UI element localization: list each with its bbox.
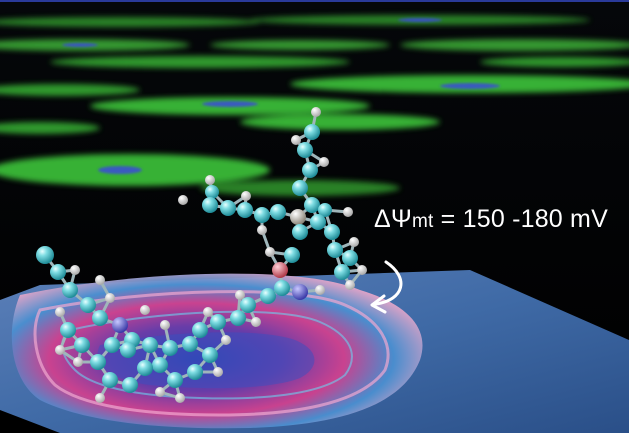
carbon-atom bbox=[50, 264, 66, 280]
carbon-atom bbox=[274, 280, 290, 296]
hydrogen-atom bbox=[178, 195, 188, 205]
hydrogen-atom bbox=[235, 290, 245, 300]
carbon-atom bbox=[167, 372, 183, 388]
carbon-atom bbox=[152, 357, 168, 373]
mt-subscript: mt bbox=[412, 211, 434, 232]
carbon-atom bbox=[137, 360, 153, 376]
carbon-atom bbox=[292, 180, 308, 196]
carbon-atom bbox=[304, 124, 320, 140]
hydrogen-atom bbox=[70, 265, 80, 275]
hydrogen-atom bbox=[343, 207, 353, 217]
phosphorus-atom bbox=[290, 209, 306, 225]
carbon-atom bbox=[318, 203, 332, 217]
hydrogen-atom bbox=[203, 307, 213, 317]
carbon-atom bbox=[182, 336, 198, 352]
delta-psi-symbol: ΔΨ bbox=[374, 205, 412, 233]
hydrogen-atom bbox=[241, 191, 251, 201]
carbon-atom bbox=[120, 342, 136, 358]
carbon-atom bbox=[334, 264, 350, 280]
hydrogen-atom bbox=[160, 320, 170, 330]
carbon-atom bbox=[230, 310, 246, 326]
oxygen-atom bbox=[272, 262, 288, 278]
hydrogen-atom bbox=[205, 175, 215, 185]
carbon-atom bbox=[202, 197, 218, 213]
carbon-atom bbox=[74, 337, 90, 353]
hydrogen-atom bbox=[175, 393, 185, 403]
hydrogen-atom bbox=[319, 157, 329, 167]
curved-arrow-icon bbox=[370, 260, 403, 314]
carbon-atom bbox=[102, 372, 118, 388]
hydrogen-atom bbox=[105, 293, 115, 303]
hydrogen-atom bbox=[349, 237, 359, 247]
carbon-atom bbox=[205, 185, 219, 199]
carbon-atom bbox=[162, 340, 178, 356]
membrane-potential-label: ΔΨmt = 150 -180 mV bbox=[374, 204, 608, 237]
carbon-atom bbox=[237, 202, 253, 218]
hydrogen-atom bbox=[291, 135, 301, 145]
carbon-atom bbox=[327, 242, 343, 258]
hydrogen-atom bbox=[95, 275, 105, 285]
hydrogen-atom bbox=[155, 387, 165, 397]
carbon-atom bbox=[304, 197, 320, 213]
carbon-atom bbox=[192, 322, 208, 338]
hydrogen-atom bbox=[345, 280, 355, 290]
hydrogen-atom bbox=[73, 357, 83, 367]
carbon-atom bbox=[122, 377, 138, 393]
hydrogen-atom bbox=[55, 307, 65, 317]
hydrogen-atom bbox=[213, 367, 223, 377]
hydrogen-atom bbox=[140, 305, 150, 315]
carbon-atom bbox=[260, 288, 276, 304]
nitrogen-atom bbox=[112, 317, 128, 333]
carbon-atom bbox=[62, 282, 78, 298]
hydrogen-atom bbox=[55, 345, 65, 355]
molecule-model bbox=[36, 107, 367, 403]
carbon-atom bbox=[92, 310, 108, 326]
hydrogen-atom bbox=[357, 265, 367, 275]
carbon-atom bbox=[202, 347, 218, 363]
hydrogen-atom bbox=[95, 393, 105, 403]
carbon-atom bbox=[90, 354, 106, 370]
hydrogen-atom bbox=[221, 335, 231, 345]
carbon-atom bbox=[292, 224, 308, 240]
carbon-atom bbox=[210, 314, 226, 330]
carbon-atom bbox=[302, 162, 318, 178]
carbon-atom bbox=[284, 247, 300, 263]
carbon-atom bbox=[80, 297, 96, 313]
carbon-atom bbox=[142, 337, 158, 353]
carbon-atom bbox=[187, 364, 203, 380]
carbon-atom bbox=[36, 246, 54, 264]
hydrogen-atom bbox=[251, 317, 261, 327]
nitrogen-atom bbox=[292, 284, 308, 300]
carbon-atom bbox=[254, 207, 270, 223]
carbon-atom bbox=[324, 224, 340, 240]
carbon-atom bbox=[240, 297, 256, 313]
potential-value: = 150 -180 mV bbox=[433, 205, 608, 233]
hydrogen-atom bbox=[315, 285, 325, 295]
carbon-atom bbox=[342, 250, 358, 266]
carbon-atom bbox=[270, 204, 286, 220]
hydrogen-atom bbox=[265, 247, 275, 257]
carbon-atom bbox=[104, 337, 120, 353]
carbon-atom bbox=[220, 200, 236, 216]
hydrogen-atom bbox=[311, 107, 321, 117]
carbon-atom bbox=[297, 142, 313, 158]
carbon-atom bbox=[60, 322, 76, 338]
hydrogen-atom bbox=[257, 225, 267, 235]
carbon-atom bbox=[310, 214, 326, 230]
